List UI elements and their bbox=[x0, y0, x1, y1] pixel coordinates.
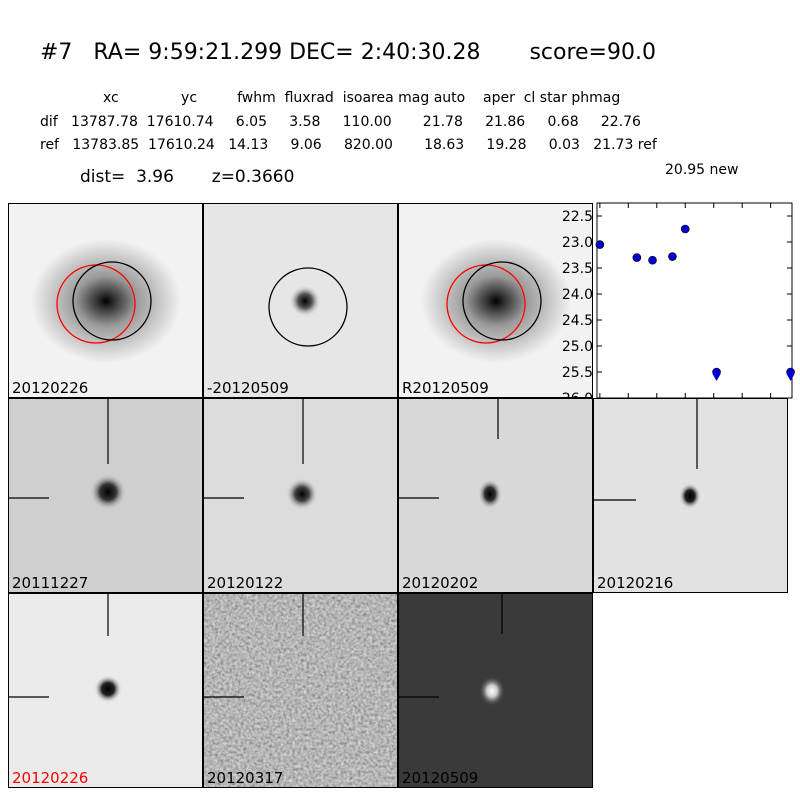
panel-epoch-5: 20120226 bbox=[8, 593, 203, 788]
new-circle bbox=[72, 261, 152, 341]
y-tick-label: 24.0 bbox=[562, 287, 593, 303]
panel-epoch-4: 20120216 bbox=[593, 398, 788, 593]
new-mag: 20.95 new bbox=[665, 162, 739, 178]
stamp-image bbox=[9, 594, 122, 703]
panel-label: 20120509 bbox=[402, 769, 479, 787]
panel-ref-image: 20120226 bbox=[8, 203, 203, 398]
ref-row: ref 13783.85 17610.24 14.13 9.06 820.00 … bbox=[40, 137, 657, 153]
galaxy-image bbox=[31, 239, 181, 363]
galaxy-image bbox=[421, 239, 571, 363]
light-curve-chart: 22.523.023.524.024.525.025.526.002040608… bbox=[562, 202, 795, 405]
new-circle bbox=[268, 267, 348, 347]
plot-frame bbox=[596, 202, 793, 399]
detection-point bbox=[680, 224, 690, 234]
panel-label: -20120509 bbox=[207, 379, 289, 397]
y-tick-label: 24.5 bbox=[562, 313, 593, 329]
panel-label: 20120202 bbox=[402, 574, 479, 592]
detection-point bbox=[632, 253, 642, 262]
panel-epoch-2: 20120122 bbox=[203, 398, 398, 593]
noise-image bbox=[204, 594, 397, 787]
panel-epoch-7: 20120509 bbox=[398, 593, 593, 788]
panel-epoch-1: 20111227 bbox=[8, 398, 203, 593]
panel-label: 20120122 bbox=[207, 574, 284, 592]
stamp-image bbox=[204, 399, 318, 510]
stamp-image bbox=[9, 399, 126, 510]
detection-point bbox=[668, 252, 677, 261]
panel-diff-image: -20120509 bbox=[203, 203, 398, 398]
columns-header: xc yc fwhm fluxrad isoarea mag auto aper… bbox=[103, 90, 621, 106]
panel-ref-image-2: R20120509 bbox=[398, 203, 593, 398]
panel-epoch-3: 20120202 bbox=[398, 398, 593, 593]
stamp-image bbox=[399, 594, 505, 706]
dist-redshift: dist= 3.96 z=0.3660 bbox=[80, 167, 295, 187]
y-tick-label: 23.0 bbox=[562, 235, 593, 251]
dif-row: dif 13787.78 17610.74 6.05 3.58 110.00 2… bbox=[40, 114, 641, 130]
panel-label: 20111227 bbox=[12, 574, 89, 592]
new-circle bbox=[462, 261, 542, 341]
upper-limit-arrow bbox=[786, 374, 795, 381]
panel-label: R20120509 bbox=[402, 379, 489, 397]
candidate-title: #7 RA= 9:59:21.299 DEC= 2:40:30.28 score… bbox=[40, 40, 656, 65]
stamp-image bbox=[594, 399, 701, 509]
y-tick-label: 25.0 bbox=[562, 339, 593, 355]
detection-point bbox=[648, 255, 657, 265]
y-tick-label: 23.5 bbox=[562, 261, 593, 277]
diff-image bbox=[268, 267, 348, 347]
panel-label: 20120226 bbox=[12, 379, 89, 397]
panel-epoch-6: 20120317 bbox=[203, 593, 398, 788]
detection-point bbox=[595, 240, 605, 249]
panel-label: 20120226 bbox=[12, 769, 89, 787]
y-tick-label: 22.5 bbox=[562, 209, 593, 225]
y-tick-label: 25.5 bbox=[562, 365, 593, 381]
stamp-image bbox=[399, 399, 502, 509]
panel-label: 20120317 bbox=[207, 769, 284, 787]
panel-label: 20120216 bbox=[597, 574, 674, 592]
upper-limit-arrow bbox=[712, 374, 721, 381]
